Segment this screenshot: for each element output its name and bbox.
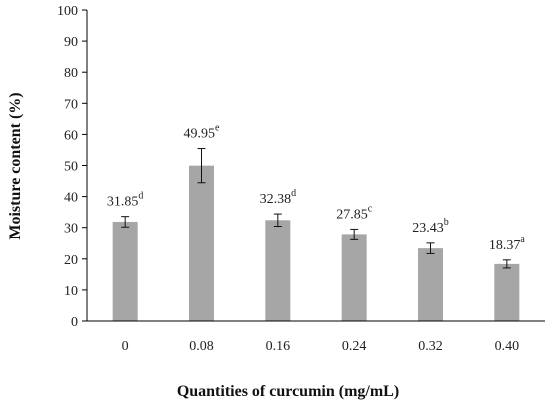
y-tick-label: 0 <box>71 315 78 330</box>
data-value: 32.38 <box>260 192 292 207</box>
bar <box>112 221 138 321</box>
significance-letter: c <box>368 203 373 214</box>
x-tick-label: 0.24 <box>342 339 367 354</box>
significance-letter: e <box>215 123 220 134</box>
x-tick-label: 0.08 <box>189 339 214 354</box>
error-bar <box>273 213 282 228</box>
data-value: 49.95 <box>184 127 216 142</box>
data-label: 31.85d <box>107 191 143 210</box>
data-label: 27.85c <box>336 203 373 222</box>
y-tick-label: 10 <box>64 284 78 299</box>
significance-letter: b <box>444 217 449 228</box>
data-value: 27.85 <box>336 207 368 222</box>
y-tick-label: 50 <box>64 160 78 175</box>
data-value: 18.37 <box>489 238 521 253</box>
y-axis-ticks: 0 10 20 30 40 50 60 70 80 90 100 <box>57 4 87 330</box>
y-tick-label: 80 <box>64 66 78 81</box>
data-value: 31.85 <box>107 195 139 210</box>
bar <box>494 263 520 321</box>
x-tick-label: 0 <box>122 339 129 354</box>
data-label: 23.43b <box>412 217 449 236</box>
data-label: 49.95e <box>184 123 221 142</box>
data-value: 23.43 <box>412 221 444 236</box>
significance-letter: d <box>291 188 296 199</box>
data-label: 18.37a <box>489 234 526 253</box>
error-bar <box>121 216 130 228</box>
bar <box>189 165 214 321</box>
y-tick-label: 20 <box>64 253 78 268</box>
error-bars <box>121 148 511 269</box>
bar <box>418 248 443 321</box>
x-tick-label: 0.16 <box>266 339 291 354</box>
y-tick-label: 30 <box>64 222 78 237</box>
significance-letter: d <box>138 191 143 202</box>
bar <box>265 220 291 321</box>
error-bar <box>197 148 206 184</box>
y-tick-label: 40 <box>64 191 78 206</box>
x-tick-label: 0.40 <box>495 339 520 354</box>
x-tick-label: 0.32 <box>418 339 443 354</box>
significance-letter: a <box>520 234 525 245</box>
y-tick-label: 90 <box>64 35 78 50</box>
y-axis-title: Moisture content (%) <box>7 92 24 239</box>
x-axis-ticks: 0 0.08 0.16 0.24 0.32 0.40 <box>122 339 519 354</box>
error-bar <box>502 259 511 269</box>
bar <box>341 234 367 321</box>
data-label: 32.38d <box>260 188 297 207</box>
x-axis-title: Quantities of curcumin (mg/mL) <box>177 383 399 400</box>
y-tick-label: 60 <box>64 128 78 143</box>
bars <box>112 165 520 321</box>
error-bar <box>350 228 359 240</box>
error-bar <box>426 242 435 254</box>
y-tick-label: 100 <box>57 4 78 19</box>
y-tick-label: 70 <box>64 97 78 112</box>
